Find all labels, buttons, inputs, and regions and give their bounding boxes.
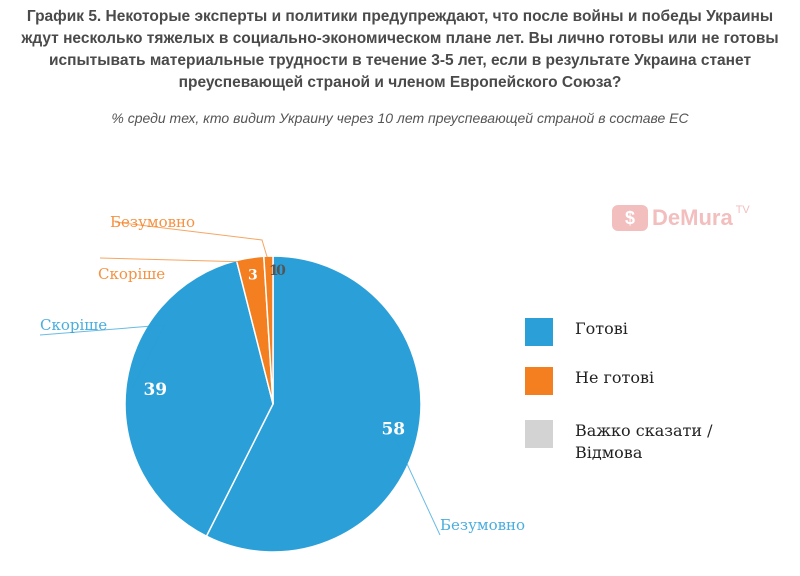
watermark-text: DeMura — [652, 205, 733, 230]
legend-swatch-not-ready — [525, 367, 553, 395]
data-label-1: 39 — [143, 380, 167, 400]
chart-subtitle: % среди тех, кто видит Украину через 10 … — [111, 110, 689, 126]
legend-swatch-ready — [525, 318, 553, 346]
callout-label-2: Скоріше — [98, 265, 165, 283]
legend-label-hard-to-say: Важко сказати / Відмова — [575, 421, 713, 462]
demura-tv-logo: $ DeMura TV — [612, 204, 750, 231]
legend-label-ready: Готові — [575, 319, 628, 338]
callout-line-0 — [394, 436, 441, 536]
callout-line-3 — [114, 221, 270, 263]
data-label-2: 3 — [248, 267, 258, 283]
watermark-badge: $ — [612, 205, 648, 231]
pie-slice-0 — [205, 255, 422, 553]
legend-swatch-hard-to-say — [525, 420, 553, 448]
callout-line-1 — [39, 324, 166, 389]
legend-item-not-ready: Не готові — [525, 367, 654, 395]
data-label-3: 1 — [269, 263, 279, 279]
pie-slice-3 — [263, 255, 274, 405]
watermark-suffix: TV — [735, 204, 750, 216]
callout-label-1: Скоріше — [40, 316, 107, 334]
pie-slice-1 — [124, 259, 274, 538]
callout-label-3: Безумовно — [110, 213, 195, 231]
data-label-0: 58 — [381, 420, 405, 440]
callout-label-0: Безумовно — [440, 516, 525, 534]
legend-item-ready: Готові — [525, 318, 628, 346]
callout-line-2 — [99, 257, 252, 264]
legend-item-hard-to-say: Важко сказати / Відмова — [525, 420, 725, 464]
legend-label-not-ready: Не готові — [575, 368, 655, 387]
chart-title: График 5. Некоторые эксперты и политики … — [21, 8, 779, 91]
data-label-4: 0 — [276, 263, 286, 279]
